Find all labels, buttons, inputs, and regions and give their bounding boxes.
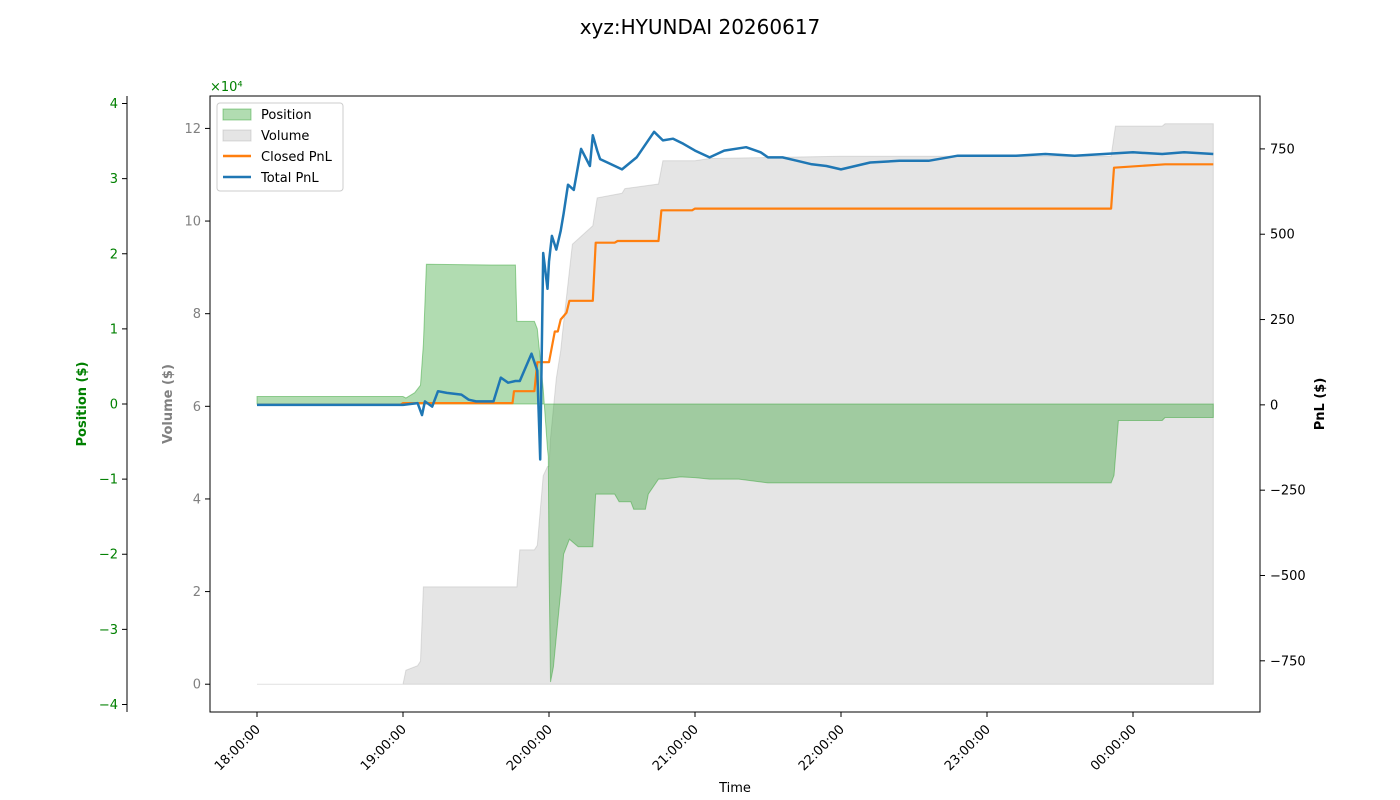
- volume-tick-label: 12: [184, 122, 201, 137]
- pnl-tick-label: −750: [1270, 654, 1306, 669]
- position-tick-label: 4: [110, 97, 118, 112]
- volume-axis: 0 2 4 6 8 10 12: [184, 122, 210, 693]
- position-axis-multiplier: ×10⁴: [210, 80, 243, 95]
- pnl-axis: −750 −500 −250 0 250 500 750: [1260, 142, 1306, 669]
- area-series: [256, 123, 1214, 685]
- position-tick-label: 0: [110, 398, 118, 413]
- pnl-tick-label: −250: [1270, 484, 1306, 499]
- x-tick-label: 18:00:00: [212, 722, 264, 774]
- volume-tick-label: 8: [193, 307, 201, 322]
- legend-label-position: Position: [261, 108, 312, 123]
- volume-axis-label: Volume ($): [161, 364, 176, 444]
- pnl-tick-label: 0: [1270, 398, 1278, 413]
- pnl-tick-label: 500: [1270, 228, 1295, 243]
- x-tick-label: 20:00:00: [504, 722, 556, 774]
- closed-pnl-line: [257, 163, 1214, 406]
- volume-tick-label: 10: [184, 215, 201, 230]
- position-tick-label: −4: [99, 698, 118, 713]
- volume-tick-label: 2: [193, 585, 201, 600]
- legend-swatch-position: [222, 108, 252, 121]
- position-tick-label: −3: [99, 623, 118, 638]
- legend-label-closed-pnl: Closed PnL: [261, 150, 333, 165]
- line-series: [257, 130, 1214, 461]
- position-area: [256, 263, 1214, 683]
- x-tick-label: 19:00:00: [358, 722, 410, 774]
- x-axis-label: Time: [718, 781, 751, 796]
- volume-tick-label: 4: [193, 492, 201, 507]
- position-axis: −4 −3 −2 −1 0 1 2 3 4: [99, 96, 128, 713]
- x-tick-label: 22:00:00: [796, 722, 848, 774]
- total-pnl-line: [257, 130, 1214, 461]
- legend-label-volume: Volume: [261, 129, 309, 144]
- pnl-tick-label: −500: [1270, 569, 1306, 584]
- chart-title: xyz:HYUNDAI 20260617: [580, 15, 821, 39]
- legend-box: [216, 102, 344, 192]
- legend-swatch-volume: [222, 129, 252, 142]
- x-tick-label: 00:00:00: [1088, 722, 1140, 774]
- x-tick-label: 21:00:00: [650, 722, 702, 774]
- pnl-tick-label: 250: [1270, 313, 1295, 328]
- volume-area: [257, 123, 1214, 685]
- position-tick-label: −1: [99, 473, 118, 488]
- pnl-axis-label: PnL ($): [1313, 378, 1328, 431]
- plot-frame: [209, 95, 1261, 713]
- position-tick-label: −2: [99, 548, 118, 563]
- position-tick-label: 1: [110, 322, 118, 337]
- position-tick-label: 3: [110, 172, 118, 187]
- x-axis: 18:00:00 19:00:00 20:00:00 21:00:00 22:00:00…: [212, 712, 1140, 774]
- x-tick-label: 23:00:00: [942, 722, 994, 774]
- position-tick-label: 2: [110, 247, 118, 262]
- legend-label-total-pnl: Total PnL: [260, 171, 319, 186]
- pnl-tick-label: 750: [1270, 142, 1295, 157]
- position-axis-label: Position ($): [75, 362, 90, 447]
- volume-tick-label: 6: [193, 400, 201, 415]
- legend: Position Volume Closed PnL Total PnL: [216, 102, 344, 192]
- volume-tick-label: 0: [193, 678, 201, 693]
